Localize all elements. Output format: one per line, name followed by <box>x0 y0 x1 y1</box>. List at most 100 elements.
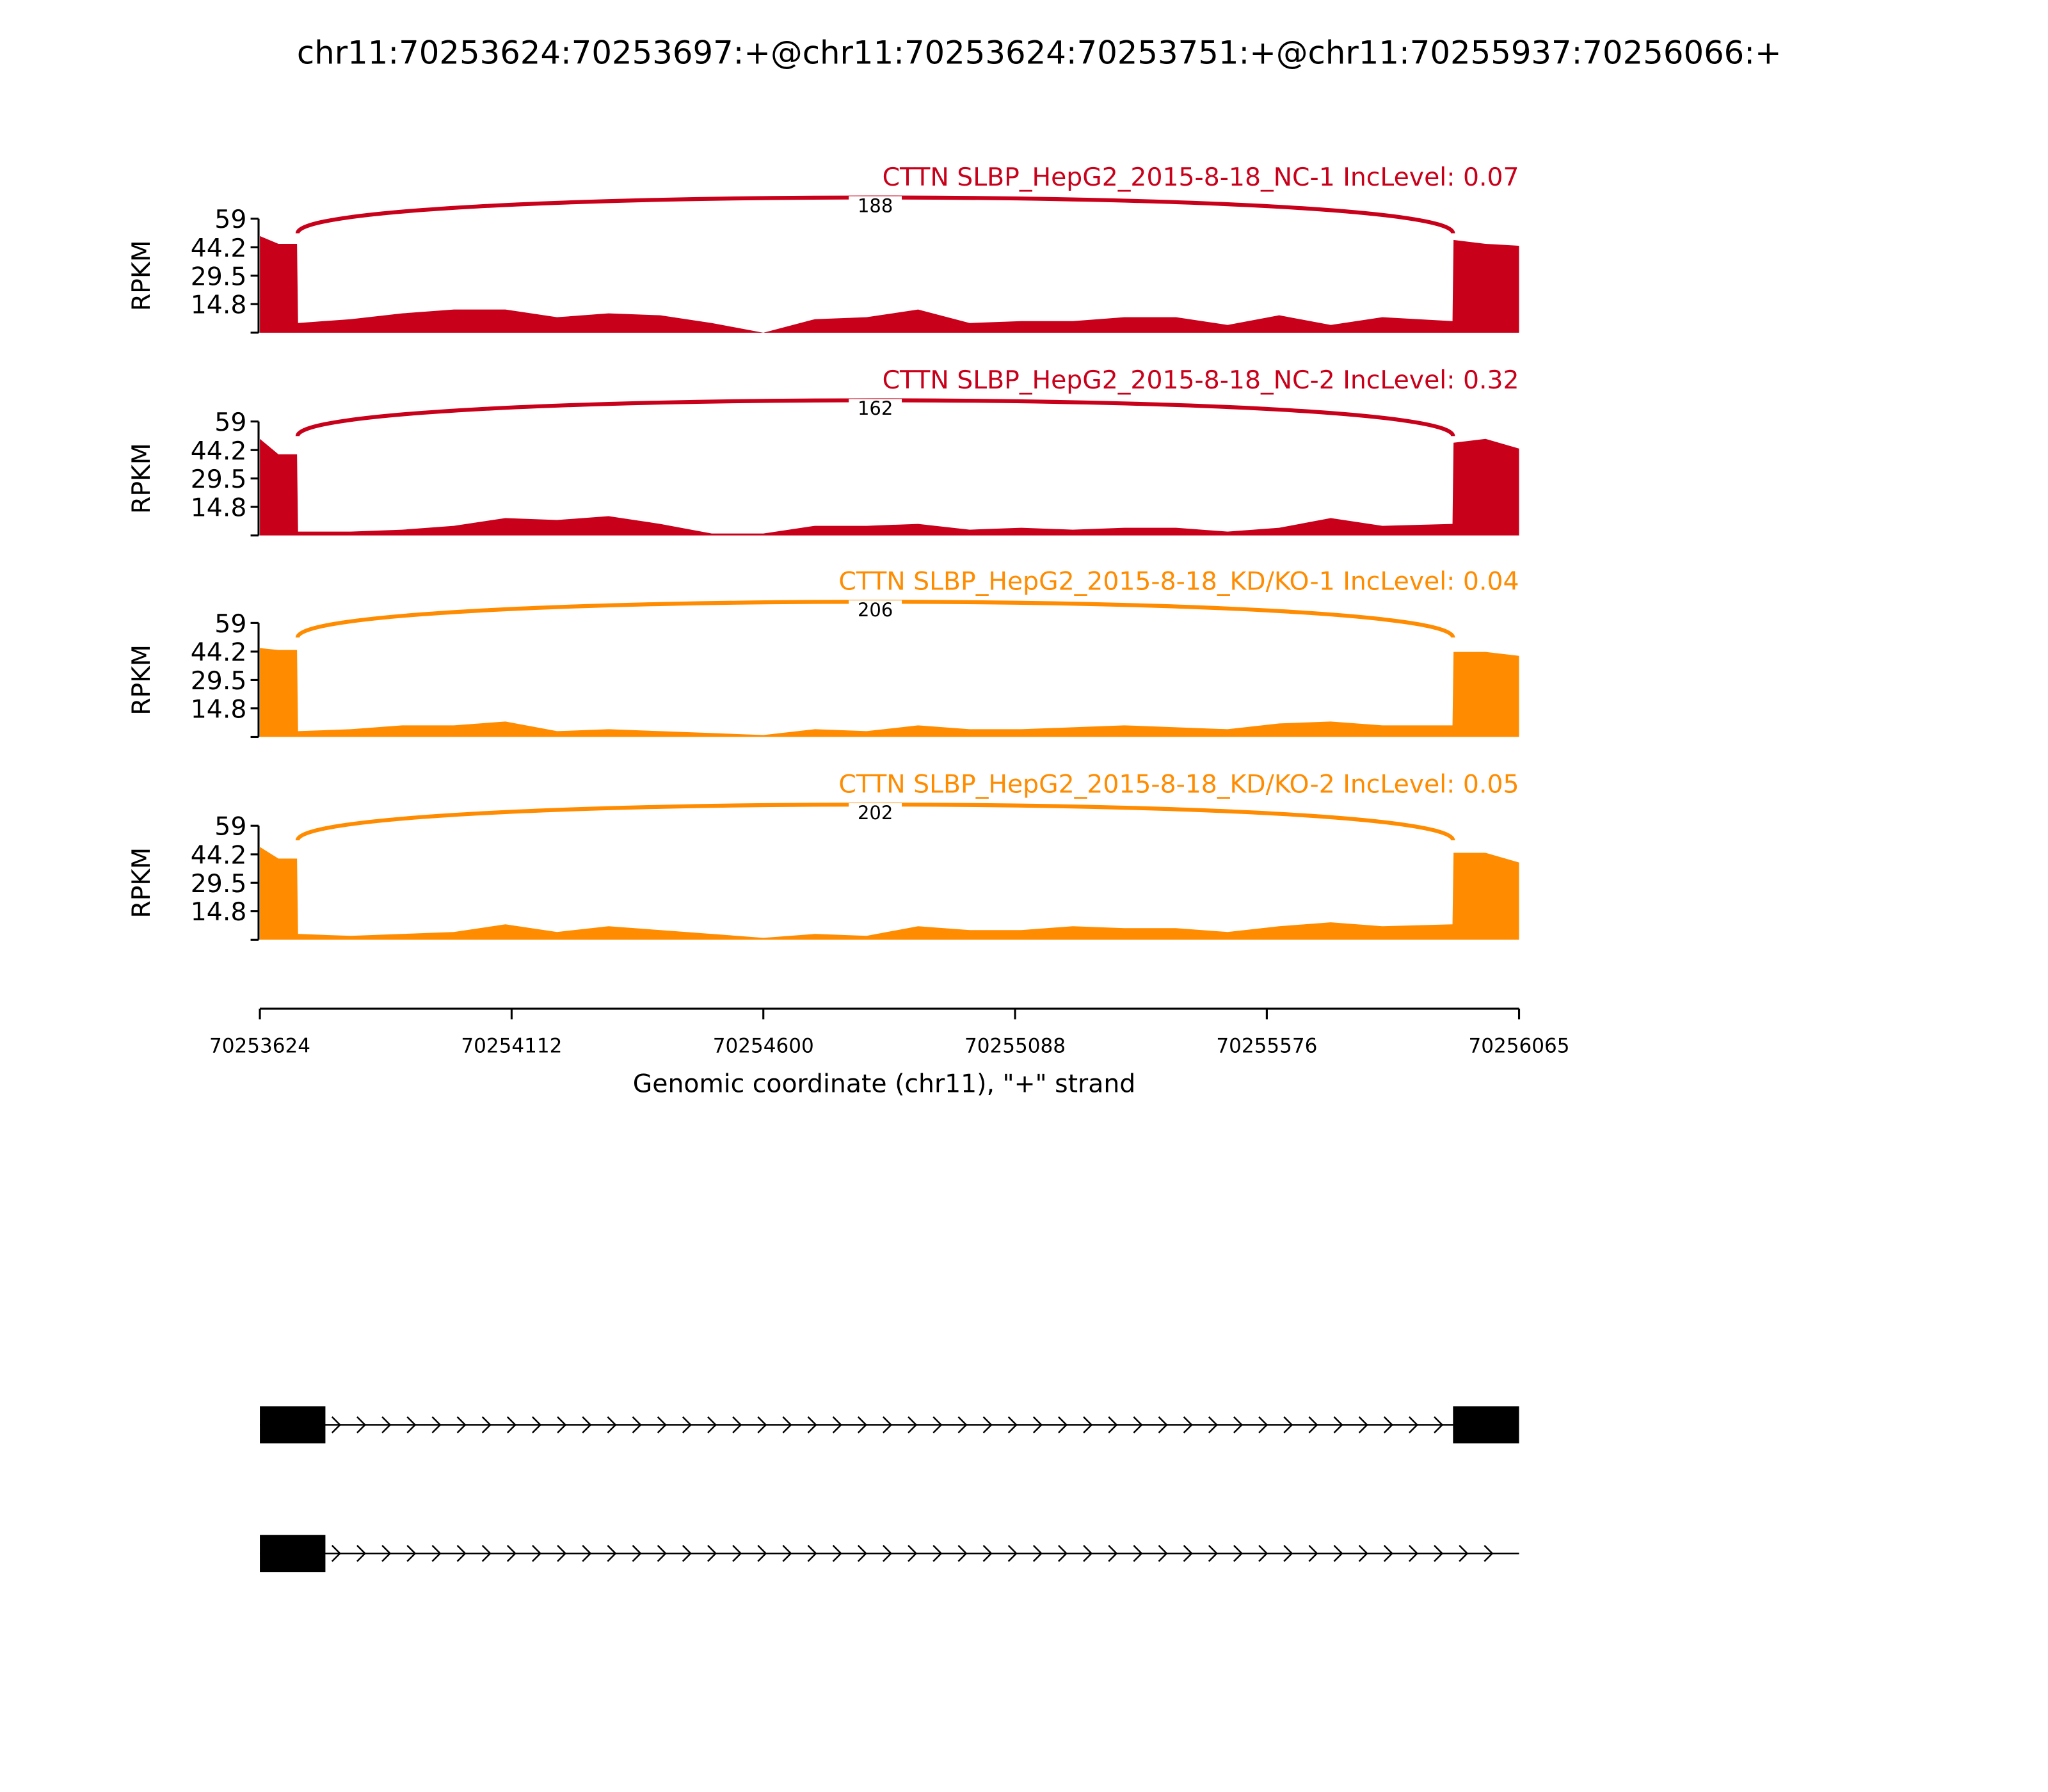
junction-count: 188 <box>858 195 893 216</box>
strand-chevron <box>431 1416 442 1434</box>
strand-chevron <box>883 1416 893 1434</box>
strand-chevron <box>1108 1544 1118 1562</box>
strand-chevron <box>757 1544 767 1562</box>
strand-chevron <box>908 1544 918 1562</box>
y-tick-label: 29.5 <box>191 465 247 494</box>
strand-chevron <box>1007 1416 1018 1434</box>
strand-chevron <box>1333 1416 1343 1434</box>
strand-chevron <box>682 1544 692 1562</box>
x-tick-label: 70254600 <box>713 1034 814 1057</box>
x-tick-label: 70253624 <box>209 1034 310 1057</box>
strand-chevron <box>1158 1416 1168 1434</box>
strand-chevron <box>632 1416 642 1434</box>
strand-chevron <box>883 1544 893 1562</box>
strand-chevron <box>557 1416 567 1434</box>
strand-chevron <box>381 1416 392 1434</box>
strand-chevron <box>532 1544 542 1562</box>
panel-title: CTTN SLBP_HepG2_2015-8-18_NC-1 IncLevel:… <box>883 163 1519 192</box>
strand-chevron <box>381 1544 392 1562</box>
y-tick-label: 59 <box>214 205 246 234</box>
exon <box>260 1535 326 1572</box>
strand-chevron <box>1032 1544 1043 1562</box>
strand-chevron <box>582 1544 592 1562</box>
strand-chevron <box>1358 1544 1368 1562</box>
strand-chevron <box>1058 1544 1068 1562</box>
strand-chevron <box>1233 1416 1244 1434</box>
strand-chevron <box>857 1544 867 1562</box>
x-tick-label: 70255576 <box>1216 1034 1317 1057</box>
y-tick-label: 44.2 <box>191 234 247 263</box>
panel-title: CTTN SLBP_HepG2_2015-8-18_KD/KO-1 IncLev… <box>838 567 1519 596</box>
exon <box>260 1406 326 1444</box>
strand-chevron <box>932 1416 943 1434</box>
strand-chevron <box>682 1416 692 1434</box>
y-tick-label: 59 <box>214 408 246 437</box>
strand-chevron <box>1183 1416 1193 1434</box>
strand-chevron <box>356 1416 367 1434</box>
strand-chevron <box>1032 1416 1043 1434</box>
strand-chevron <box>506 1544 516 1562</box>
strand-chevron <box>1208 1416 1218 1434</box>
y-tick-label: 44.2 <box>191 638 247 668</box>
strand-chevron <box>331 1544 341 1562</box>
strand-chevron <box>657 1416 667 1434</box>
strand-chevron <box>1383 1544 1393 1562</box>
strand-chevron <box>456 1416 467 1434</box>
strand-chevron <box>1484 1544 1494 1562</box>
x-tick-label: 70256065 <box>1469 1034 1570 1057</box>
strand-chevron <box>732 1544 742 1562</box>
panel-title: CTTN SLBP_HepG2_2015-8-18_NC-2 IncLevel:… <box>883 365 1519 395</box>
junction-count: 162 <box>858 397 893 419</box>
strand-chevron <box>1058 1416 1068 1434</box>
junction-count: 206 <box>858 599 893 621</box>
strand-chevron <box>331 1416 341 1434</box>
strand-chevron <box>857 1416 867 1434</box>
junction-count: 202 <box>858 802 893 824</box>
strand-chevron <box>1383 1416 1393 1434</box>
y-axis-label: RPKM <box>127 847 156 918</box>
strand-chevron <box>1358 1416 1368 1434</box>
y-tick-label: 44.2 <box>191 436 247 466</box>
strand-chevron <box>1283 1544 1293 1562</box>
strand-chevron <box>1308 1544 1318 1562</box>
y-tick-label: 29.5 <box>191 666 247 696</box>
strand-chevron <box>982 1544 993 1562</box>
junction-label-bg <box>849 600 902 620</box>
strand-chevron <box>957 1416 968 1434</box>
strand-chevron <box>1308 1416 1318 1434</box>
x-tick-label: 70255088 <box>964 1034 1066 1057</box>
strand-chevron <box>1083 1416 1093 1434</box>
y-tick-label: 14.8 <box>191 694 247 724</box>
strand-chevron <box>1083 1544 1093 1562</box>
strand-chevron <box>406 1416 417 1434</box>
strand-chevron <box>1434 1544 1444 1562</box>
strand-chevron <box>1233 1544 1244 1562</box>
strand-chevron <box>1258 1544 1268 1562</box>
y-tick-label: 14.8 <box>191 493 247 523</box>
strand-chevron <box>607 1544 617 1562</box>
strand-chevron <box>908 1416 918 1434</box>
strand-chevron <box>807 1416 817 1434</box>
junction-label-bg <box>849 196 902 215</box>
strand-chevron <box>506 1416 516 1434</box>
strand-chevron <box>1007 1544 1018 1562</box>
strand-chevron <box>657 1544 667 1562</box>
strand-chevron <box>782 1544 792 1562</box>
coverage-area <box>260 438 1519 536</box>
strand-chevron <box>481 1544 492 1562</box>
y-tick-label: 29.5 <box>191 262 247 291</box>
strand-chevron <box>832 1544 842 1562</box>
strand-chevron <box>1409 1544 1419 1562</box>
strand-chevron <box>1434 1416 1444 1434</box>
strand-chevron <box>356 1544 367 1562</box>
strand-chevron <box>1158 1544 1168 1562</box>
y-tick-label: 14.8 <box>191 897 247 927</box>
strand-chevron <box>582 1416 592 1434</box>
y-tick-label: 14.8 <box>191 291 247 320</box>
coverage-area <box>260 236 1519 333</box>
strand-chevron <box>707 1416 717 1434</box>
strand-chevron <box>481 1416 492 1434</box>
strand-chevron <box>757 1416 767 1434</box>
strand-chevron <box>1409 1416 1419 1434</box>
